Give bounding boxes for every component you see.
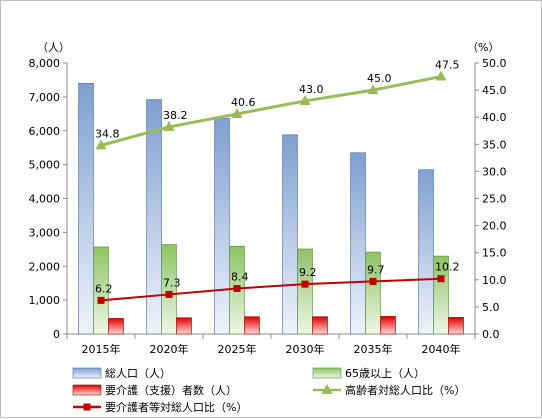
bar-1 bbox=[350, 152, 366, 335]
left-tick-label: 1,000 bbox=[29, 294, 61, 307]
bar-3 bbox=[108, 318, 124, 335]
aging-rate-label: 34.8 bbox=[95, 127, 120, 140]
aging-rate-label: 43.0 bbox=[299, 83, 324, 96]
right-tick-label: 40.0 bbox=[482, 111, 507, 124]
bar-2 bbox=[433, 255, 449, 335]
legend-marker-square bbox=[83, 403, 91, 411]
marker-square bbox=[301, 280, 309, 288]
aging-rate-label: 45.0 bbox=[367, 72, 392, 85]
care-rate-label: 10.2 bbox=[435, 261, 460, 274]
bar-3 bbox=[448, 317, 464, 335]
x-tick-label: 2040年 bbox=[422, 342, 461, 356]
right-tick-label: 10.0 bbox=[482, 274, 507, 287]
bar-2 bbox=[297, 248, 313, 335]
line-triangle bbox=[100, 75, 442, 147]
marker-square bbox=[369, 277, 377, 285]
right-tick-label: 25.0 bbox=[482, 193, 507, 206]
left-tick-label: 5,000 bbox=[29, 159, 61, 172]
care-rate-label: 9.2 bbox=[299, 266, 317, 279]
legend-label: 要介護者等対総人口比（%） bbox=[105, 400, 247, 414]
x-tick-label: 2020年 bbox=[150, 342, 189, 356]
legend-swatch bbox=[312, 367, 342, 379]
aging-rate-label: 38.2 bbox=[163, 109, 188, 122]
bar-1 bbox=[78, 83, 94, 335]
legend: 総人口（人） 65歳以上（人） 要介護（支援）者数（人） 高齢者対総人口比（%） 要介護… bbox=[72, 366, 465, 414]
right-tick-label: 35.0 bbox=[482, 138, 507, 151]
bar-3 bbox=[176, 317, 192, 335]
marker-square bbox=[165, 290, 173, 298]
right-tick-label: 5.0 bbox=[482, 301, 500, 314]
bar-1 bbox=[282, 134, 298, 335]
bars bbox=[78, 83, 464, 335]
care-rate-label: 6.2 bbox=[95, 282, 113, 295]
x-tick-label: 2015年 bbox=[82, 342, 121, 356]
x-tick-label: 2035年 bbox=[354, 342, 393, 356]
data-labels: 34.8 38.2 40.6 43.0 45.0 47.5 6.2 7.3 8.4 9.2 9.7 1… bbox=[95, 59, 460, 296]
legend-swatch bbox=[72, 384, 102, 396]
bar-1 bbox=[146, 99, 162, 335]
x-tick-label: 2025年 bbox=[218, 342, 257, 356]
legend-label: 総人口（人） bbox=[105, 366, 171, 380]
care-rate-label: 9.7 bbox=[367, 263, 385, 276]
line-square bbox=[100, 277, 442, 302]
bar-1 bbox=[418, 169, 434, 335]
left-tick-label: 7,000 bbox=[29, 91, 61, 104]
lines bbox=[95, 70, 447, 304]
aging-rate-label: 47.5 bbox=[435, 59, 460, 72]
left-tick-label: 6,000 bbox=[29, 125, 61, 138]
marker-triangle bbox=[367, 84, 379, 95]
right-axis-unit: （%） bbox=[467, 41, 499, 54]
marker-triangle bbox=[299, 94, 311, 105]
marker-triangle bbox=[95, 139, 107, 150]
bar-2 bbox=[93, 246, 109, 335]
right-tick-label: 20.0 bbox=[482, 220, 507, 233]
legend-label: 要介護（支援）者数（人） bbox=[105, 383, 237, 397]
marker-triangle bbox=[231, 107, 243, 118]
left-axis-unit: （人） bbox=[37, 41, 70, 54]
bar-1 bbox=[214, 117, 230, 335]
legend-label: 65歳以上（人） bbox=[345, 367, 425, 380]
bar-3 bbox=[244, 316, 260, 335]
bar-2 bbox=[161, 244, 177, 335]
left-tick-label: 4,000 bbox=[29, 193, 61, 206]
marker-square bbox=[233, 284, 241, 292]
left-tick-label: 2,000 bbox=[29, 260, 61, 273]
care-rate-label: 7.3 bbox=[163, 276, 181, 289]
bar-3 bbox=[312, 316, 328, 335]
left-tick-label: 8,000 bbox=[29, 57, 61, 70]
right-tick-label: 45.0 bbox=[482, 84, 507, 97]
legend-label: 高齢者対総人口比（%） bbox=[345, 383, 465, 397]
marker-square bbox=[437, 275, 445, 283]
legend-swatch bbox=[72, 367, 102, 379]
bar-2 bbox=[365, 251, 381, 335]
right-tick-label: 50.0 bbox=[482, 57, 507, 70]
left-tick-label: 0 bbox=[53, 328, 60, 341]
care-rate-label: 8.4 bbox=[231, 270, 249, 283]
marker-triangle bbox=[163, 120, 175, 131]
axes: 0 1,000 2,000 3,000 4,000 5,000 6,000 7,000 8,00… bbox=[29, 57, 507, 356]
left-tick-label: 3,000 bbox=[29, 226, 61, 239]
legend-marker-triangle bbox=[321, 384, 333, 394]
right-tick-label: 15.0 bbox=[482, 247, 507, 260]
x-tick-label: 2030年 bbox=[286, 342, 325, 356]
marker-triangle bbox=[435, 70, 447, 81]
right-tick-label: 30.0 bbox=[482, 165, 507, 178]
bar-3 bbox=[380, 316, 396, 335]
marker-square bbox=[97, 296, 105, 304]
aging-rate-label: 40.6 bbox=[231, 96, 256, 109]
right-tick-label: 0.0 bbox=[482, 328, 500, 341]
